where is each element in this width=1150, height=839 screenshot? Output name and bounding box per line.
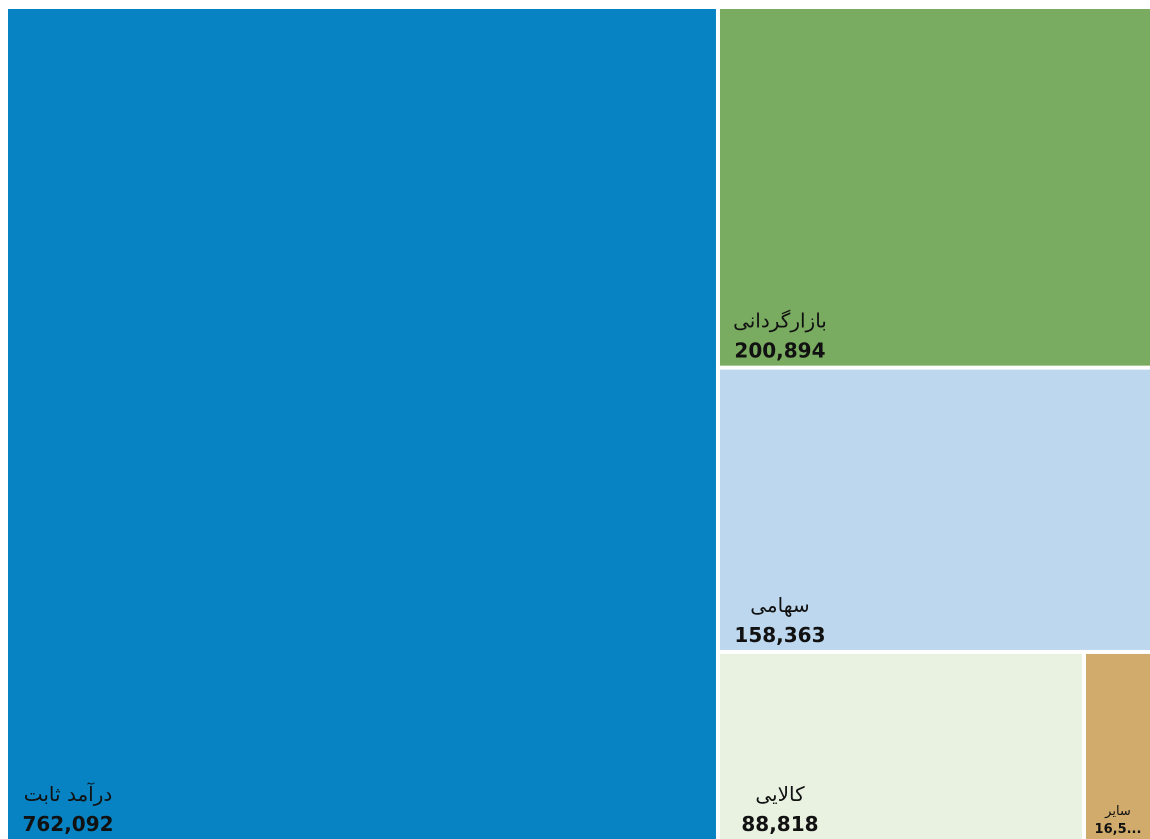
- cell-label: بازارگردانی: [733, 309, 827, 333]
- treemap-cell: [8, 9, 716, 839]
- cell-value: 158,363: [734, 623, 825, 647]
- treemap-cell: [719, 9, 1150, 366]
- cell-label: کالایی: [755, 782, 805, 806]
- cell-value: 200,894: [734, 339, 825, 363]
- cell-label: سایر: [1104, 804, 1131, 819]
- cell-label: درآمد ثابت: [24, 781, 113, 806]
- treemap-cell: [719, 653, 1083, 839]
- cell-value: 16,5...: [1095, 822, 1142, 837]
- cell-label: سهامی: [750, 593, 809, 617]
- treemap-cell: [719, 369, 1150, 650]
- cell-value: 88,818: [741, 812, 818, 836]
- treemap-cell: [1086, 653, 1150, 839]
- cell-value: 762,092: [22, 812, 113, 836]
